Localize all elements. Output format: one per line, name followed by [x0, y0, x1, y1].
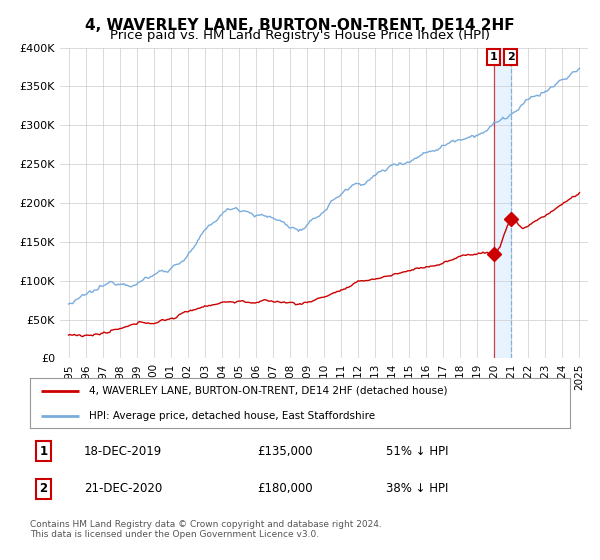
Text: 2: 2: [40, 482, 47, 496]
Bar: [494, 48, 511, 358]
Text: 21-DEC-2020: 21-DEC-2020: [84, 482, 162, 496]
Text: 38% ↓ HPI: 38% ↓ HPI: [386, 482, 449, 496]
Text: 4, WAVERLEY LANE, BURTON-ON-TRENT, DE14 2HF: 4, WAVERLEY LANE, BURTON-ON-TRENT, DE14 …: [85, 18, 515, 33]
Text: £135,000: £135,000: [257, 445, 313, 458]
Text: £180,000: £180,000: [257, 482, 313, 496]
Text: 4, WAVERLEY LANE, BURTON-ON-TRENT, DE14 2HF (detached house): 4, WAVERLEY LANE, BURTON-ON-TRENT, DE14 …: [89, 386, 448, 395]
Text: 2: 2: [507, 52, 515, 62]
Text: Price paid vs. HM Land Registry's House Price Index (HPI): Price paid vs. HM Land Registry's House …: [110, 29, 490, 42]
Text: HPI: Average price, detached house, East Staffordshire: HPI: Average price, detached house, East…: [89, 411, 376, 421]
Text: Contains HM Land Registry data © Crown copyright and database right 2024.
This d: Contains HM Land Registry data © Crown c…: [30, 520, 382, 539]
Text: 1: 1: [40, 445, 47, 458]
Text: 51% ↓ HPI: 51% ↓ HPI: [386, 445, 449, 458]
Text: 18-DEC-2019: 18-DEC-2019: [84, 445, 162, 458]
Text: 1: 1: [490, 52, 497, 62]
